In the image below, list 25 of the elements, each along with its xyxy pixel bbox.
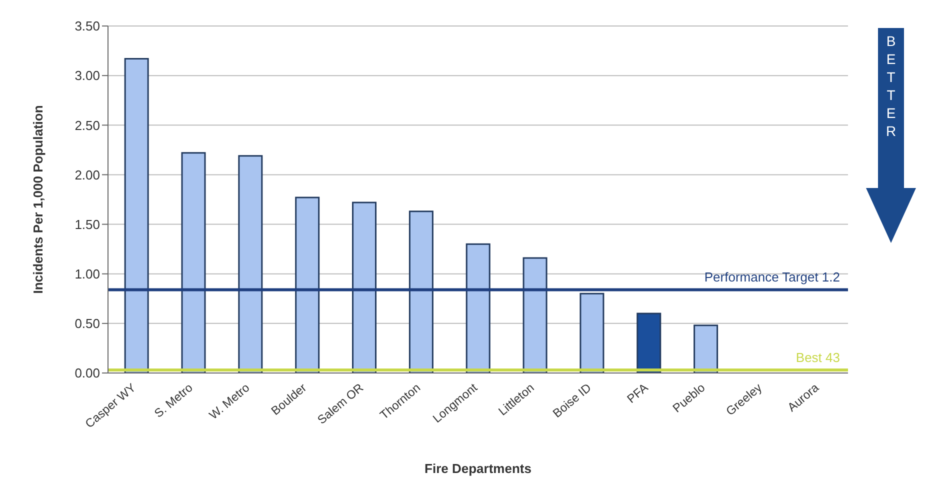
- y-tick-label: 3.00: [74, 68, 100, 84]
- x-axis-title: Fire Departments: [424, 461, 532, 476]
- ref-line-label: Best 43: [796, 350, 840, 366]
- ref-line-label: Performance Target 1.2: [704, 270, 840, 285]
- down-arrow-icon: BETTER: [866, 28, 916, 243]
- y-tick-label: 0.00: [74, 366, 100, 381]
- bar: [522, 257, 548, 373]
- y-tick-label: 2.50: [74, 118, 100, 133]
- y-axis-title: Incidents Per 1,000 Population: [30, 105, 46, 294]
- bar: [238, 155, 263, 373]
- bar: [124, 58, 149, 373]
- y-tick-label: 0.50: [74, 316, 100, 332]
- y-tick-label: 2.00: [74, 167, 100, 182]
- y-tick-label: 1.00: [74, 266, 100, 282]
- bar: [352, 202, 377, 373]
- bar: [295, 196, 320, 373]
- bar: [636, 312, 662, 373]
- y-tick-label: 1.50: [74, 216, 100, 232]
- bar: [181, 152, 206, 373]
- y-tick-label: 3.50: [74, 18, 100, 34]
- bar: [694, 324, 718, 373]
- bar: [580, 292, 604, 373]
- x-tick-label: PFA: [624, 380, 651, 406]
- bar: [466, 243, 490, 373]
- bar: [408, 210, 434, 373]
